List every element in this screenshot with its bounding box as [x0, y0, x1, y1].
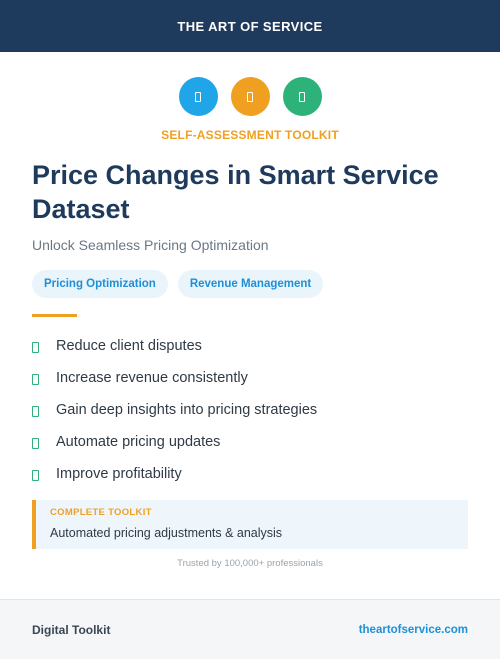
- feature-text: Gain deep insights into pricing strategi…: [56, 402, 318, 418]
- check-icon: [32, 373, 39, 385]
- feature-text: Increase revenue consistently: [56, 370, 248, 386]
- feature-item: Automate pricing updates: [32, 426, 317, 458]
- feature-item: Improve profitability: [32, 458, 317, 490]
- feature-item: Reduce client disputes: [32, 330, 317, 362]
- feature-text: Reduce client disputes: [56, 338, 202, 354]
- toolkit-callout: COMPLETE TOOLKIT Automated pricing adjus…: [32, 500, 468, 549]
- check-icon: [32, 469, 39, 481]
- check-icon: [32, 437, 39, 449]
- top-banner: THE ART OF SERVICE: [0, 0, 500, 52]
- brand-name: THE ART OF SERVICE: [177, 18, 323, 34]
- callout-text: Automated pricing adjustments & analysis: [50, 526, 283, 540]
- tag-list: Pricing Optimization Revenue Management: [32, 270, 324, 298]
- subtitle: Unlock Seamless Pricing Optimization: [32, 237, 269, 253]
- feature-text: Improve profitability: [56, 466, 182, 482]
- icon-row: [0, 77, 500, 116]
- document-icon: [195, 91, 201, 102]
- document-icon: [247, 91, 253, 102]
- blue-circle-icon: [178, 77, 218, 116]
- document-icon: [299, 91, 305, 102]
- check-icon: [32, 341, 39, 353]
- eyebrow-label: SELF-ASSESSMENT TOOLKIT: [161, 128, 339, 142]
- trust-note: Trusted by 100,000+ professionals: [177, 558, 323, 569]
- footer: Digital Toolkit theartofservice.com: [0, 599, 500, 659]
- feature-item: Increase revenue consistently: [32, 362, 317, 394]
- feature-text: Automate pricing updates: [56, 434, 221, 450]
- tag-revenue-management: Revenue Management: [177, 270, 324, 298]
- feature-list: Reduce client disputes Increase revenue …: [32, 330, 317, 490]
- check-icon: [32, 405, 39, 417]
- footer-label: Digital Toolkit: [32, 622, 111, 637]
- green-circle-icon: [282, 77, 322, 116]
- orange-circle-icon: [230, 77, 270, 116]
- page-title: Price Changes in Smart Service Dataset: [32, 160, 439, 224]
- website-link[interactable]: theartofservice.com: [358, 623, 468, 636]
- callout-label: COMPLETE TOOLKIT: [50, 507, 152, 518]
- accent-divider: [32, 314, 77, 317]
- feature-item: Gain deep insights into pricing strategi…: [32, 394, 317, 426]
- tag-pricing-optimization: Pricing Optimization: [32, 270, 168, 298]
